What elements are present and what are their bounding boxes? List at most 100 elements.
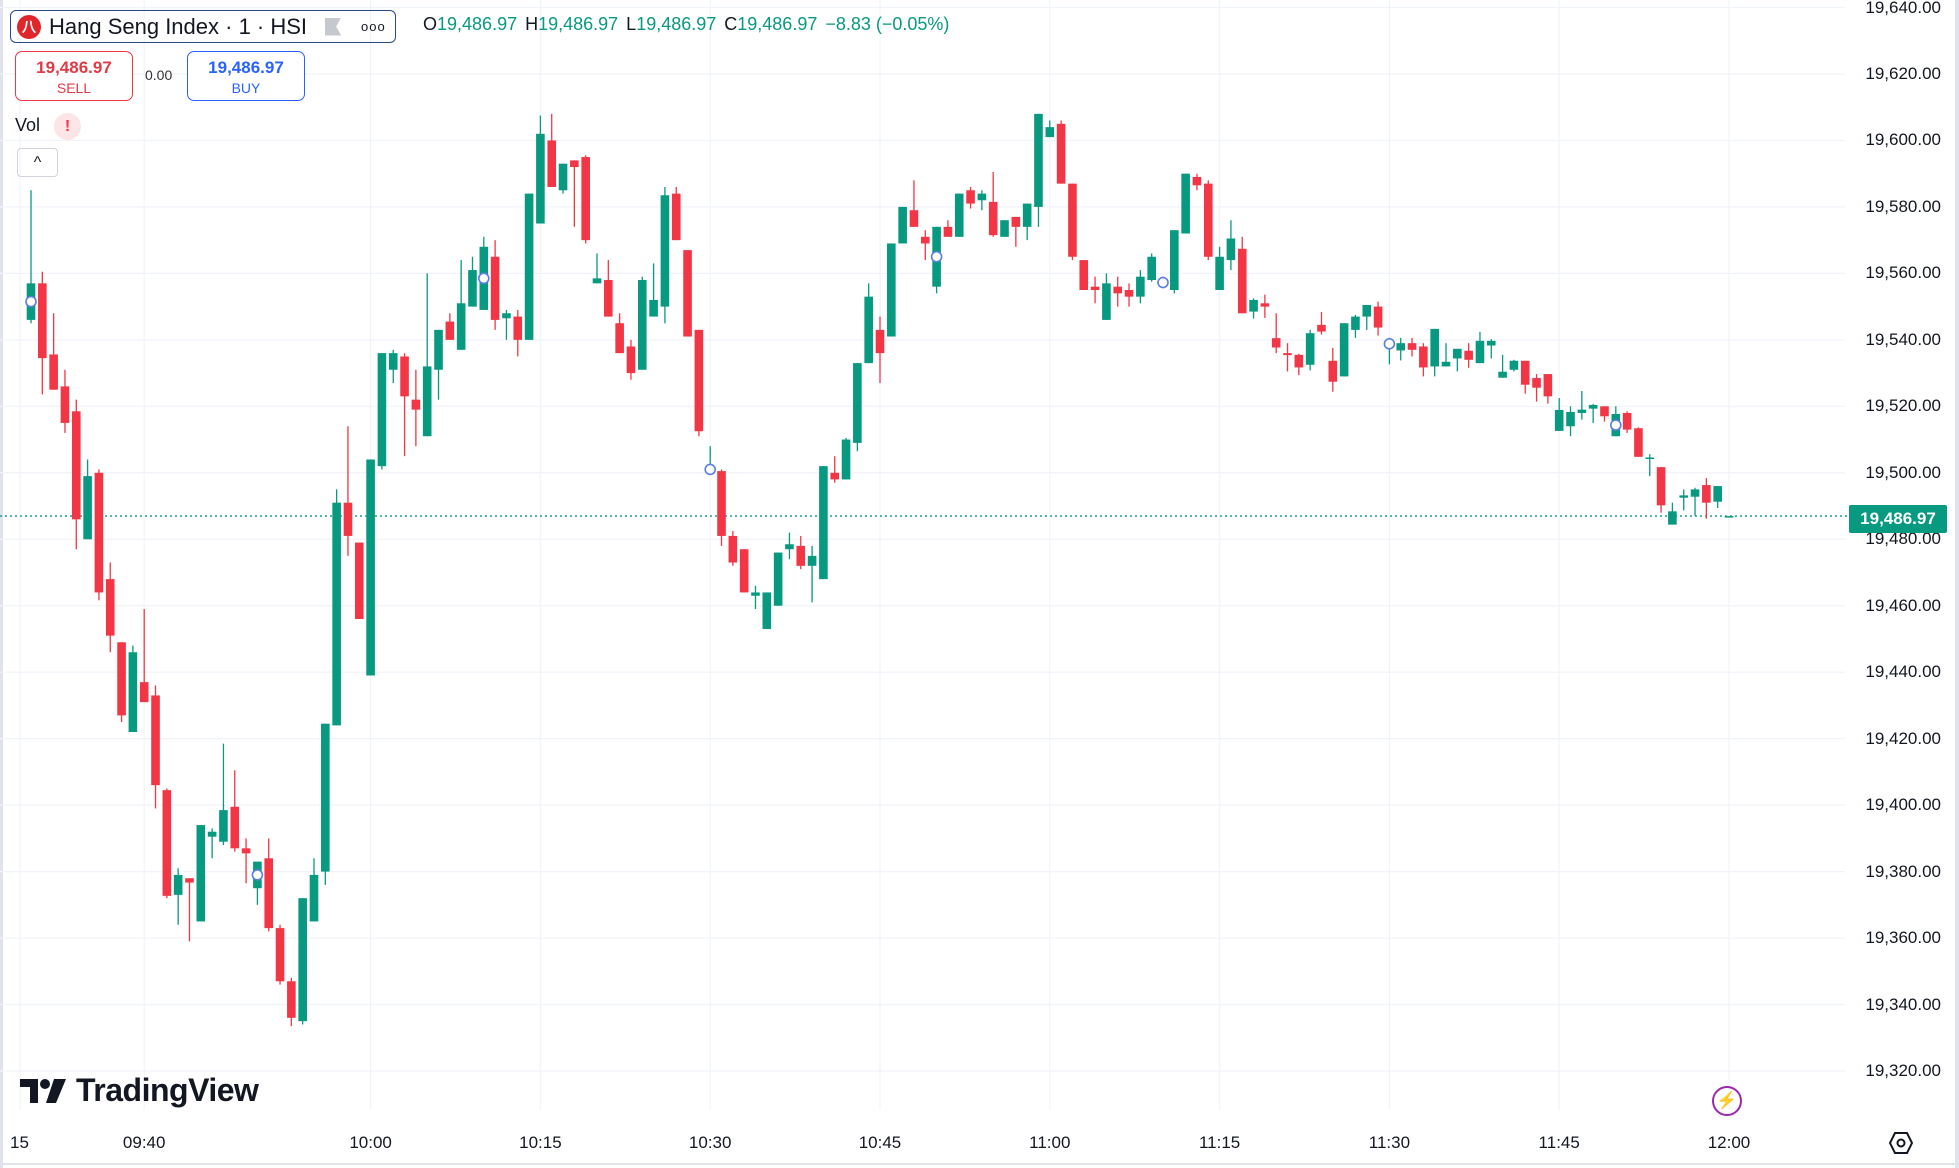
candle[interactable] xyxy=(796,535,806,570)
candle[interactable] xyxy=(411,369,421,447)
candle[interactable] xyxy=(875,316,885,384)
candle[interactable] xyxy=(1566,406,1575,437)
candle[interactable] xyxy=(173,868,183,925)
candle[interactable] xyxy=(1486,339,1496,359)
settings-icon[interactable] xyxy=(1888,1130,1914,1156)
candle[interactable] xyxy=(536,115,545,224)
candle[interactable] xyxy=(1588,403,1598,423)
candle[interactable] xyxy=(1226,220,1236,271)
candle[interactable] xyxy=(377,353,387,470)
candle[interactable] xyxy=(683,250,692,337)
candle[interactable] xyxy=(1192,173,1202,191)
candle[interactable] xyxy=(264,838,274,932)
candle[interactable] xyxy=(1373,301,1383,336)
candle[interactable] xyxy=(1136,270,1145,304)
candle[interactable] xyxy=(83,459,92,540)
candle[interactable] xyxy=(1249,298,1258,319)
candle[interactable] xyxy=(445,313,455,340)
candle[interactable] xyxy=(241,838,251,884)
candle[interactable] xyxy=(1056,120,1066,184)
candle[interactable] xyxy=(1419,343,1428,377)
candle[interactable] xyxy=(1622,411,1632,433)
candle[interactable] xyxy=(1509,359,1519,372)
candle[interactable] xyxy=(966,186,975,209)
candle[interactable] xyxy=(1520,360,1530,394)
candle[interactable] xyxy=(1283,343,1292,372)
candle[interactable] xyxy=(1702,478,1711,519)
candle[interactable] xyxy=(751,585,760,610)
candle[interactable] xyxy=(1498,354,1507,378)
candle[interactable] xyxy=(1068,183,1077,261)
candle[interactable] xyxy=(196,825,206,922)
candle[interactable] xyxy=(773,552,783,606)
candle[interactable] xyxy=(807,545,817,603)
candle[interactable] xyxy=(785,532,794,560)
candle[interactable] xyxy=(694,329,704,437)
candle[interactable] xyxy=(1543,374,1553,404)
candle[interactable] xyxy=(1362,304,1372,330)
more-options-icon[interactable]: ooo xyxy=(361,19,386,34)
lightning-icon[interactable]: ⚡ xyxy=(1712,1086,1742,1116)
candle[interactable] xyxy=(1407,337,1417,357)
candle[interactable] xyxy=(1441,343,1451,367)
candle[interactable] xyxy=(819,466,828,580)
candle[interactable] xyxy=(887,243,896,337)
candle[interactable] xyxy=(275,924,285,985)
candle[interactable] xyxy=(762,592,772,629)
flag-icon[interactable] xyxy=(325,17,342,36)
candle[interactable] xyxy=(105,562,115,653)
candle[interactable] xyxy=(1339,323,1349,377)
candle[interactable] xyxy=(898,206,907,244)
candle[interactable] xyxy=(139,609,149,703)
candle[interactable] xyxy=(660,186,670,324)
candle[interactable] xyxy=(1271,313,1281,354)
candle[interactable] xyxy=(1079,260,1089,290)
candle[interactable] xyxy=(920,230,930,261)
candle[interactable] xyxy=(841,437,851,480)
candle[interactable] xyxy=(1634,427,1643,457)
candle[interactable] xyxy=(513,309,523,357)
candle[interactable] xyxy=(219,743,228,846)
candle[interactable] xyxy=(366,459,375,676)
candle[interactable] xyxy=(1328,347,1338,392)
candle[interactable] xyxy=(728,530,738,566)
candle[interactable] xyxy=(128,645,138,733)
candle[interactable] xyxy=(649,263,658,317)
candle[interactable] xyxy=(1475,331,1485,364)
candle[interactable] xyxy=(1690,487,1700,516)
candle[interactable] xyxy=(490,240,500,330)
candle[interactable] xyxy=(309,858,319,922)
candle[interactable] xyxy=(988,172,998,237)
candle[interactable] xyxy=(468,256,477,307)
candle[interactable] xyxy=(1034,113,1043,227)
tradingview-logo[interactable]: TradingView xyxy=(20,1072,259,1109)
candle[interactable] xyxy=(1396,337,1406,361)
candle[interactable] xyxy=(38,271,47,395)
candle[interactable] xyxy=(1045,120,1055,138)
candle[interactable] xyxy=(1679,489,1689,511)
candle[interactable] xyxy=(162,788,172,899)
candle[interactable] xyxy=(1011,216,1021,247)
candle[interactable] xyxy=(1113,276,1123,307)
candle[interactable] xyxy=(558,163,568,194)
candle[interactable] xyxy=(185,878,194,942)
candle[interactable] xyxy=(49,313,58,390)
candle[interactable] xyxy=(604,260,613,317)
candle[interactable] xyxy=(1600,406,1609,422)
candle[interactable] xyxy=(332,489,341,726)
candle[interactable] xyxy=(864,283,873,364)
candle[interactable] xyxy=(853,363,862,452)
candle[interactable] xyxy=(94,469,104,601)
candle[interactable] xyxy=(637,276,647,370)
candle[interactable] xyxy=(230,770,240,852)
candle[interactable] xyxy=(400,353,409,457)
candle[interactable] xyxy=(1453,348,1462,372)
candle[interactable] xyxy=(354,542,364,620)
candle[interactable] xyxy=(909,180,919,227)
candle[interactable] xyxy=(456,260,466,350)
candle[interactable] xyxy=(717,469,726,546)
symbol-legend[interactable]: 八 Hang Seng Index · 1 · HSI ooo xyxy=(10,10,396,43)
candle[interactable] xyxy=(1724,516,1734,518)
candle[interactable] xyxy=(671,186,681,241)
